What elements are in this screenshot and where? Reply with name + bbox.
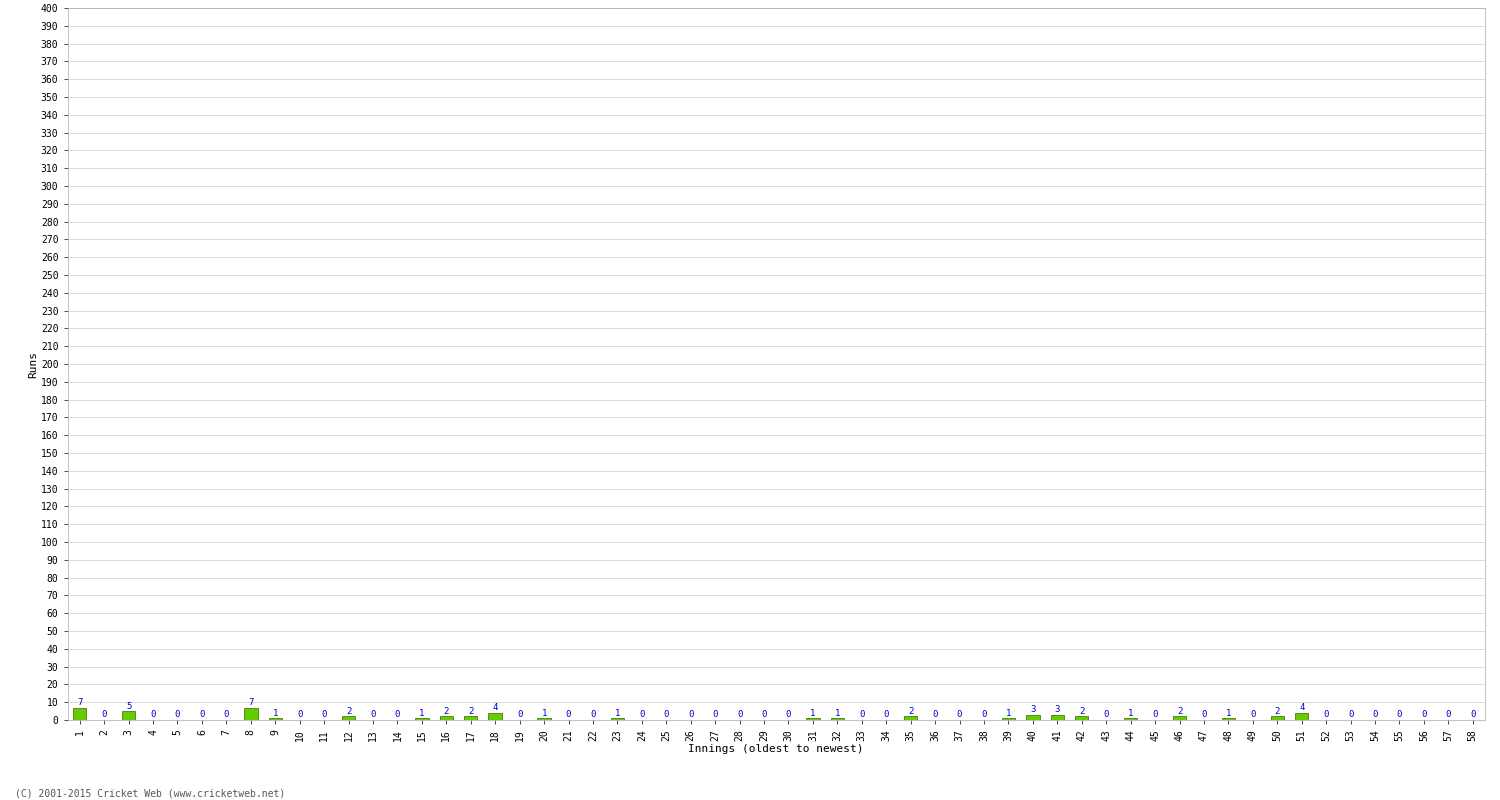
Bar xyxy=(1270,717,1284,720)
Bar xyxy=(537,718,550,720)
Text: 2: 2 xyxy=(1275,707,1280,716)
Bar xyxy=(1173,717,1186,720)
Text: 0: 0 xyxy=(981,710,987,719)
Text: 1: 1 xyxy=(273,709,278,718)
Text: 2: 2 xyxy=(346,707,351,716)
Text: 0: 0 xyxy=(321,710,327,719)
Text: 2: 2 xyxy=(468,707,474,716)
Text: 2: 2 xyxy=(908,707,914,716)
Text: 0: 0 xyxy=(688,710,693,719)
Bar xyxy=(244,707,258,720)
X-axis label: Innings (oldest to newest): Innings (oldest to newest) xyxy=(688,743,864,754)
Text: 0: 0 xyxy=(1323,710,1329,719)
Text: 0: 0 xyxy=(1104,710,1108,719)
Text: 1: 1 xyxy=(1226,709,1232,718)
Text: 1: 1 xyxy=(542,709,548,718)
Text: 0: 0 xyxy=(200,710,204,719)
Text: 0: 0 xyxy=(394,710,400,719)
Text: 0: 0 xyxy=(370,710,375,719)
Bar xyxy=(1294,713,1308,720)
Y-axis label: Runs: Runs xyxy=(28,350,38,378)
Text: 2: 2 xyxy=(444,707,448,716)
Bar xyxy=(1002,718,1016,720)
Bar xyxy=(122,711,135,720)
Bar xyxy=(831,718,844,720)
Text: 0: 0 xyxy=(957,710,962,719)
Bar xyxy=(904,717,918,720)
Bar xyxy=(1050,714,1064,720)
Text: 0: 0 xyxy=(518,710,522,719)
Text: 0: 0 xyxy=(1348,710,1353,719)
Text: 0: 0 xyxy=(102,710,106,719)
Text: 0: 0 xyxy=(712,710,718,719)
Bar xyxy=(268,718,282,720)
Text: 0: 0 xyxy=(933,710,938,719)
Text: 4: 4 xyxy=(1299,703,1305,712)
Bar xyxy=(489,713,502,720)
Bar xyxy=(1076,717,1089,720)
Text: 0: 0 xyxy=(224,710,230,719)
Text: 0: 0 xyxy=(884,710,890,719)
Text: 0: 0 xyxy=(176,710,180,719)
Bar xyxy=(1221,718,1234,720)
Text: 7: 7 xyxy=(248,698,254,707)
Bar xyxy=(610,718,624,720)
Bar xyxy=(1124,718,1137,720)
Text: 1: 1 xyxy=(834,709,840,718)
Text: 0: 0 xyxy=(663,710,669,719)
Text: 1: 1 xyxy=(810,709,816,718)
Text: 0: 0 xyxy=(1396,710,1402,719)
Text: 0: 0 xyxy=(1470,710,1476,719)
Text: 0: 0 xyxy=(1202,710,1206,719)
Text: 0: 0 xyxy=(1152,710,1158,719)
Text: 0: 0 xyxy=(566,710,572,719)
Text: 0: 0 xyxy=(1250,710,1256,719)
Text: 0: 0 xyxy=(762,710,766,719)
Text: 0: 0 xyxy=(591,710,596,719)
Text: 0: 0 xyxy=(297,710,303,719)
Text: 0: 0 xyxy=(859,710,864,719)
Text: 5: 5 xyxy=(126,702,132,710)
Text: 0: 0 xyxy=(736,710,742,719)
Text: 1: 1 xyxy=(1005,709,1011,718)
Bar xyxy=(416,718,429,720)
Text: 0: 0 xyxy=(1372,710,1377,719)
Text: 4: 4 xyxy=(492,703,498,712)
Text: 0: 0 xyxy=(639,710,645,719)
Text: 3: 3 xyxy=(1030,705,1035,714)
Text: 2: 2 xyxy=(1178,707,1182,716)
Text: 3: 3 xyxy=(1054,705,1060,714)
Text: 2: 2 xyxy=(1078,707,1084,716)
Text: 0: 0 xyxy=(1446,710,1450,719)
Text: 0: 0 xyxy=(1420,710,1426,719)
Bar xyxy=(464,717,477,720)
Bar xyxy=(440,717,453,720)
Text: 1: 1 xyxy=(419,709,424,718)
Bar xyxy=(342,717,355,720)
Text: 0: 0 xyxy=(150,710,156,719)
Text: 1: 1 xyxy=(615,709,620,718)
Bar xyxy=(74,707,87,720)
Text: 7: 7 xyxy=(76,698,82,707)
Text: 1: 1 xyxy=(1128,709,1134,718)
Text: (C) 2001-2015 Cricket Web (www.cricketweb.net): (C) 2001-2015 Cricket Web (www.cricketwe… xyxy=(15,788,285,798)
Bar xyxy=(806,718,819,720)
Bar xyxy=(1026,714,1039,720)
Text: 0: 0 xyxy=(786,710,790,719)
